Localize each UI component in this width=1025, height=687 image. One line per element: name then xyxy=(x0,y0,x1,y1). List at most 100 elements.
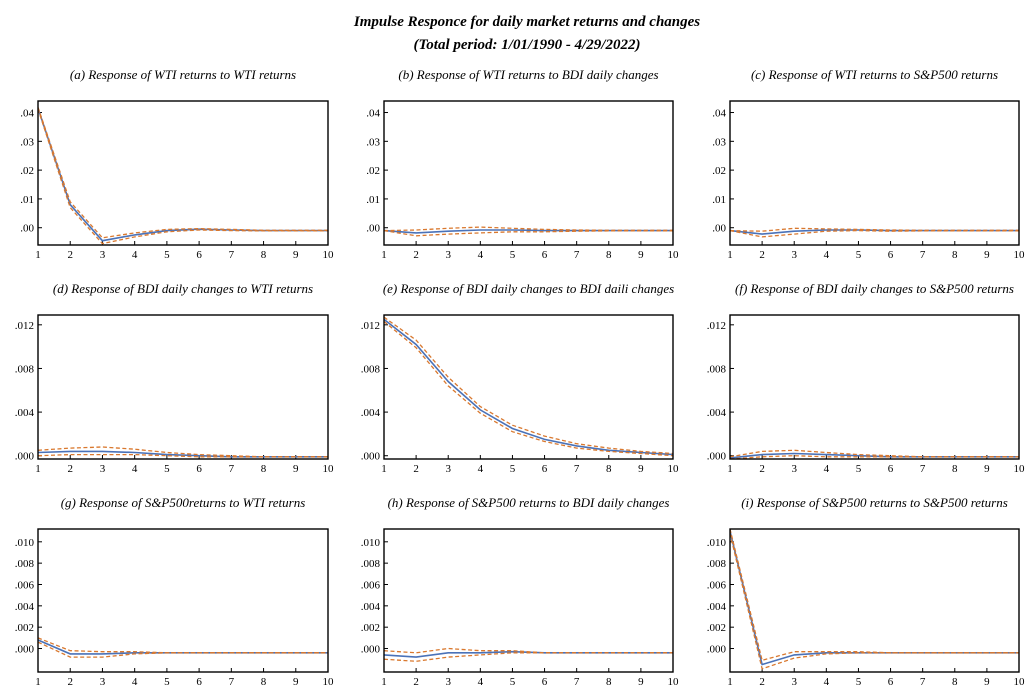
x-tick-label: 10 xyxy=(323,463,335,475)
x-tick-label: 9 xyxy=(293,463,299,475)
y-tick-label: .000 xyxy=(361,451,381,463)
y-tick-label: .006 xyxy=(15,579,35,591)
x-tick-label: 7 xyxy=(574,249,580,261)
plot-frame xyxy=(729,314,1020,460)
plot-frame xyxy=(37,528,329,673)
x-tick-label: 7 xyxy=(920,463,926,475)
x-tick-label: 6 xyxy=(196,463,202,475)
x-tick-label: 8 xyxy=(606,463,612,475)
y-tick-label: .008 xyxy=(707,363,727,375)
plot-frame xyxy=(383,100,674,246)
x-tick-label: 1 xyxy=(727,463,733,475)
y-tick-label: .012 xyxy=(361,320,380,332)
y-tick-label: .000 xyxy=(15,644,35,656)
y-tick-label: .04 xyxy=(366,108,380,120)
x-tick-label: 2 xyxy=(67,676,73,687)
y-tick-label: .008 xyxy=(361,558,381,570)
x-tick-label: 4 xyxy=(824,676,830,687)
x-tick-label: 3 xyxy=(791,676,797,687)
confidence-band-lower xyxy=(384,229,673,237)
y-tick-label: .012 xyxy=(15,320,34,332)
x-tick-label: 6 xyxy=(542,463,548,475)
x-tick-label: 9 xyxy=(638,676,644,687)
x-tick-label: 10 xyxy=(1014,676,1025,687)
panel-title: (g) Response of S&P500returns to WTI ret… xyxy=(61,495,306,510)
y-tick-label: .004 xyxy=(361,407,381,419)
x-tick-label: 9 xyxy=(984,676,990,687)
confidence-band-upper xyxy=(384,316,673,455)
y-tick-label: .03 xyxy=(20,136,34,148)
y-tick-label: .01 xyxy=(20,194,34,206)
confidence-band-lower xyxy=(38,453,328,458)
x-tick-label: 4 xyxy=(132,463,138,475)
x-tick-label: 3 xyxy=(100,249,106,261)
x-tick-label: 5 xyxy=(510,463,516,475)
y-tick-label: .02 xyxy=(712,165,726,177)
x-tick-label: 10 xyxy=(668,676,680,687)
panel-b: (b) Response of WTI returns to BDI daily… xyxy=(366,67,679,261)
x-tick-label: 7 xyxy=(229,463,235,475)
x-tick-label: 2 xyxy=(413,676,419,687)
panel-title: (f) Response of BDI daily changes to S&P… xyxy=(735,281,1014,296)
y-tick-label: .01 xyxy=(712,194,726,206)
y-tick-label: .010 xyxy=(361,537,381,549)
x-tick-label: 8 xyxy=(606,249,612,261)
confidence-band-lower xyxy=(38,108,328,245)
x-tick-label: 9 xyxy=(638,463,644,475)
confidence-band-upper xyxy=(38,637,328,654)
y-tick-label: .002 xyxy=(15,622,34,634)
panel-h: (h) Response of S&P500 returns to BDI da… xyxy=(361,495,679,687)
x-tick-label: 5 xyxy=(856,463,862,475)
panel-title: (c) Response of WTI returns to S&P500 re… xyxy=(751,67,998,82)
y-tick-label: .02 xyxy=(20,165,34,177)
y-tick-label: .002 xyxy=(361,622,380,634)
x-tick-label: 5 xyxy=(510,676,516,687)
x-tick-label: 10 xyxy=(668,463,680,475)
y-tick-label: .004 xyxy=(15,601,35,613)
y-tick-label: .02 xyxy=(366,165,380,177)
y-tick-label: .00 xyxy=(20,223,34,235)
x-tick-label: 6 xyxy=(888,463,894,475)
plot-frame xyxy=(383,528,674,673)
x-tick-label: 1 xyxy=(35,249,41,261)
confidence-band-lower xyxy=(384,652,673,662)
figure-subtitle: (Total period: 1/01/1990 - 4/29/2022) xyxy=(414,37,641,53)
confidence-band-lower xyxy=(38,641,328,658)
x-tick-label: 7 xyxy=(574,676,580,687)
x-tick-label: 8 xyxy=(952,463,958,475)
x-tick-label: 3 xyxy=(445,676,451,687)
x-tick-label: 3 xyxy=(791,249,797,261)
plot-frame xyxy=(729,528,1020,673)
x-tick-label: 2 xyxy=(67,249,73,261)
figure-title: Impulse Responce for daily market return… xyxy=(353,14,700,30)
x-tick-label: 10 xyxy=(668,249,680,261)
x-tick-label: 4 xyxy=(824,249,830,261)
x-tick-label: 1 xyxy=(35,463,41,475)
x-tick-label: 7 xyxy=(229,676,235,687)
x-tick-label: 7 xyxy=(920,676,926,687)
y-tick-label: .012 xyxy=(707,320,726,332)
x-tick-label: 4 xyxy=(132,676,138,687)
y-tick-label: .006 xyxy=(707,579,727,591)
x-tick-label: 4 xyxy=(824,463,830,475)
x-tick-label: 9 xyxy=(293,249,299,261)
x-tick-label: 7 xyxy=(574,463,580,475)
x-tick-label: 6 xyxy=(888,249,894,261)
response-line xyxy=(384,318,673,456)
x-tick-label: 8 xyxy=(261,676,267,687)
response-line xyxy=(38,107,328,242)
y-tick-label: .010 xyxy=(707,537,727,549)
y-tick-label: .008 xyxy=(707,558,727,570)
plot-frame xyxy=(37,100,329,246)
y-tick-label: .004 xyxy=(361,601,381,613)
y-tick-label: .000 xyxy=(361,644,381,656)
y-tick-label: .008 xyxy=(15,363,35,375)
panel-i: (i) Response of S&P500 returns to S&P500… xyxy=(707,495,1025,687)
x-tick-label: 8 xyxy=(606,676,612,687)
x-tick-label: 3 xyxy=(445,249,451,261)
y-tick-label: .002 xyxy=(707,622,726,634)
response-line xyxy=(38,639,328,655)
y-tick-label: .00 xyxy=(366,223,380,235)
x-tick-label: 6 xyxy=(196,676,202,687)
